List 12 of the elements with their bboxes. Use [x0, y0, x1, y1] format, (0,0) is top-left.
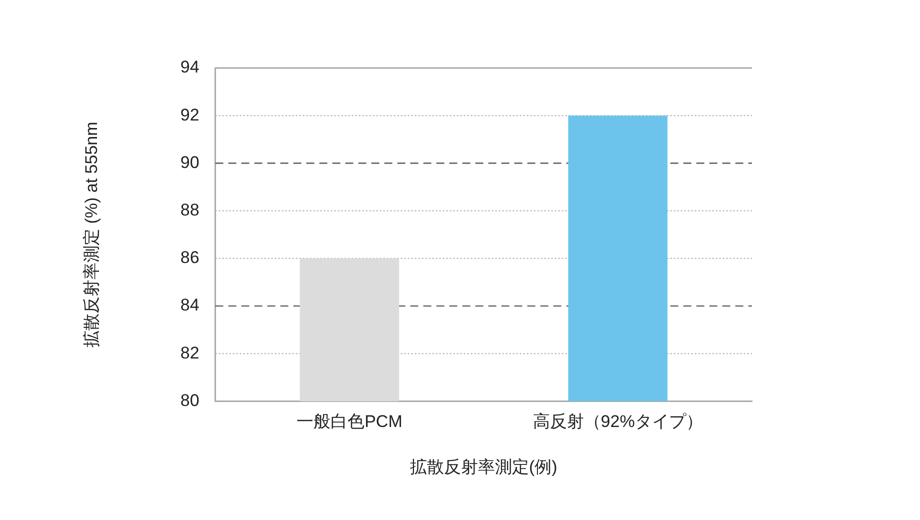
y-tick-label: 86: [180, 248, 200, 268]
y-tick-label: 94: [180, 58, 200, 77]
y-tick-label: 88: [180, 200, 200, 220]
x-tick-label: 一般白色PCM: [296, 412, 402, 432]
y-tick-label: 92: [180, 105, 200, 124]
y-axis-title: 拡散反射率測定 (%) at 555nm: [82, 122, 101, 348]
y-tick-label: 84: [180, 296, 200, 315]
x-axis-title: 拡散反射率測定(例): [410, 457, 558, 476]
y-tick-label: 90: [180, 152, 200, 172]
x-tick-label: 高反射（92%タイプ）: [532, 412, 703, 432]
y-tick-label: 80: [180, 390, 200, 410]
y-tick-label: 82: [180, 343, 200, 362]
